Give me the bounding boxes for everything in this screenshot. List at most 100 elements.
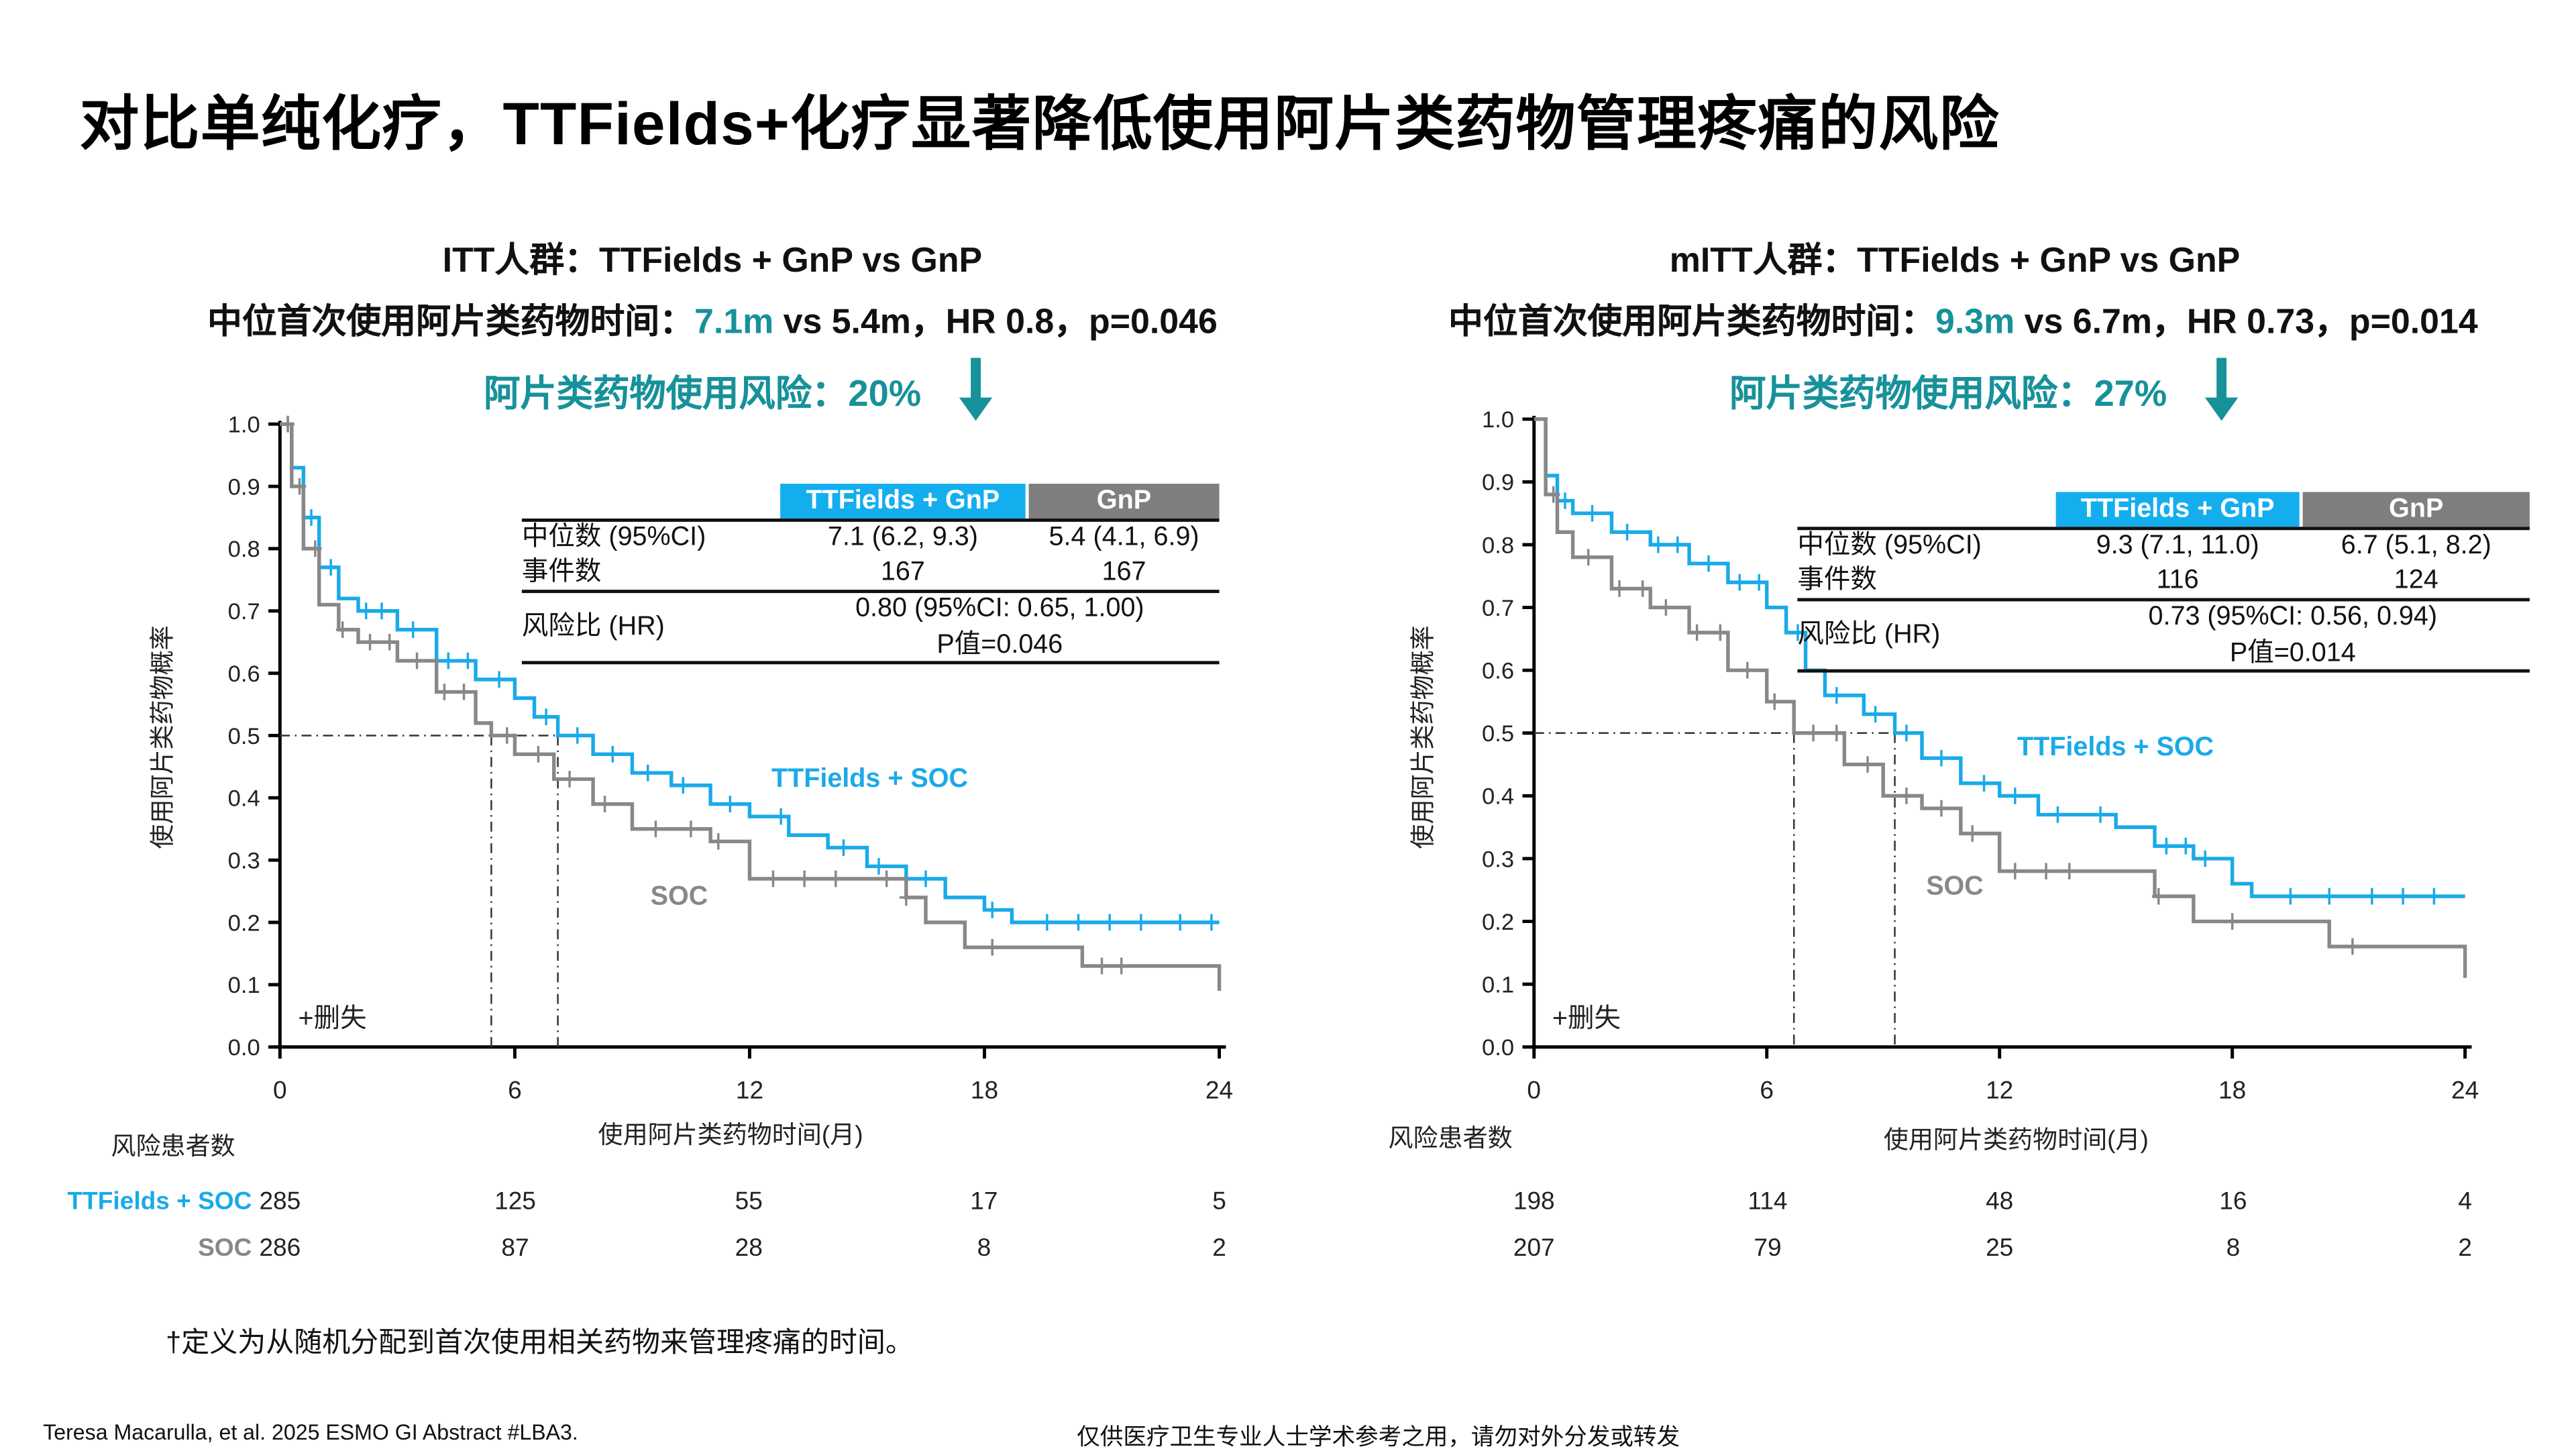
y-tick-label: 0.8	[1482, 533, 1514, 558]
row-label-median: 中位数 (95%CI)	[521, 523, 706, 552]
risk-count: 125	[494, 1187, 536, 1216]
censored-legend: +删失	[1552, 1004, 1621, 1033]
right-risk-reduction: 阿片类药物使用风险：27%	[1729, 372, 2167, 415]
censor-mark	[837, 839, 851, 856]
censor-mark	[1900, 724, 1913, 742]
censor-mark	[1134, 914, 1148, 931]
x-tick-label: 0	[273, 1075, 287, 1104]
p-value: P值=0.014	[2229, 639, 2356, 668]
col-header-ttfields: TTFields + GnP	[2055, 492, 2300, 527]
y-tick-label: 0.3	[1482, 847, 1514, 872]
left-stats-table: TTFields + GnP GnP 中位数 (95%CI) 7.1 (6.2,…	[521, 484, 1220, 669]
censor-mark	[1558, 492, 1572, 509]
censor-mark	[382, 633, 396, 651]
censor-mark	[2346, 938, 2359, 955]
hr-value: 0.73 (95%CI: 0.56, 0.94)	[2148, 602, 2438, 631]
censor-mark	[2008, 788, 2022, 804]
median-highlight: 7.1m	[694, 303, 774, 341]
table-divider	[1797, 598, 2530, 601]
risk-count: 16	[2219, 1187, 2247, 1216]
table-divider	[521, 661, 1220, 664]
risk-count: 87	[501, 1234, 529, 1262]
y-tick-label: 0.3	[228, 849, 260, 874]
censor-mark	[1791, 624, 1805, 641]
km-curve-ttfields-soc	[1534, 417, 2465, 898]
y-tick-label: 0.9	[228, 474, 260, 500]
censor-mark	[281, 415, 294, 433]
censor-mark	[305, 509, 318, 526]
censor-mark	[2365, 887, 2379, 905]
censor-mark	[711, 832, 725, 850]
col-header-gnp: GnP	[2302, 492, 2530, 527]
censor-mark	[1829, 724, 1843, 742]
y-tick-label: 0.7	[1482, 596, 1514, 621]
y-tick-label: 0.4	[1482, 784, 1514, 810]
censor-mark	[308, 540, 322, 557]
censor-mark	[1829, 687, 1843, 704]
censor-mark	[1103, 914, 1117, 931]
censor-mark	[1713, 624, 1727, 641]
censor-mark	[1935, 749, 1948, 767]
censor-mark	[1861, 756, 1874, 773]
censor-mark	[1620, 523, 1634, 541]
risk-count: 48	[1986, 1187, 2014, 1216]
x-axis-label: 使用阿片类药物时间(月)	[1884, 1125, 2149, 1153]
median-prefix: 中位首次使用阿片类药物时间：	[207, 303, 694, 341]
left-risk-reduction: 阿片类药物使用风险：20%	[484, 372, 922, 415]
right-population-heading: mITT人群：TTFields + GnP vs GnP	[1669, 241, 2241, 280]
censor-mark	[1670, 536, 1684, 553]
censor-mark	[492, 671, 506, 688]
median-ttfields: 9.3 (7.1, 11.0)	[2096, 531, 2259, 560]
risk-count: 8	[2226, 1234, 2241, 1262]
risk-count: 207	[1513, 1234, 1555, 1262]
median-rest: vs 6.7m，HR 0.73，p=0.014	[2015, 303, 2478, 341]
y-tick-label: 1.0	[1482, 407, 1514, 433]
censor-mark	[2159, 837, 2174, 855]
median-gnp: 6.7 (5.1, 8.2)	[2341, 531, 2491, 560]
censor-mark	[539, 708, 553, 725]
curve-label: TTFields + SOC	[771, 763, 968, 793]
censor-mark	[437, 684, 451, 700]
censor-mark	[1651, 536, 1665, 553]
median-ttfields: 7.1 (6.2, 9.3)	[827, 523, 978, 552]
risk-table-title: 风险患者数	[1388, 1124, 1513, 1153]
y-tick-label: 0.9	[1482, 470, 1514, 496]
x-tick-label: 18	[2218, 1075, 2246, 1104]
censor-mark	[899, 889, 913, 906]
censor-mark	[1659, 599, 1673, 616]
censor-mark	[1114, 957, 1128, 975]
censor-mark	[676, 777, 690, 794]
censor-mark	[1095, 957, 1109, 975]
row-label-hr: 风险比 (HR)	[1797, 621, 1941, 650]
censor-mark	[1173, 914, 1187, 931]
risk-count: 4	[2458, 1187, 2472, 1216]
y-tick-label: 0.0	[1482, 1035, 1514, 1061]
y-tick-label: 0.0	[228, 1035, 260, 1061]
censor-mark	[363, 633, 377, 651]
left-median-heading: 中位首次使用阿片类药物时间：7.1m vs 5.4m，HR 0.8，p=0.04…	[99, 295, 1325, 345]
right-stats-table: TTFields + GnP GnP 中位数 (95%CI) 9.3 (7.1,…	[1797, 492, 2530, 678]
censor-mark	[1613, 580, 1626, 597]
events-ttfields: 116	[2156, 566, 2199, 595]
censor-mark	[1768, 693, 1782, 710]
down-arrow-icon	[959, 358, 993, 421]
censor-mark	[1807, 724, 1820, 742]
censor-mark	[375, 602, 388, 620]
censor-mark	[1546, 486, 1560, 503]
censor-mark	[1581, 549, 1595, 566]
footnote: †定义为从随机分配到首次使用相关药物来管理疼痛的时间。	[165, 1327, 914, 1358]
events-ttfields: 167	[880, 558, 925, 587]
risk-count: 8	[977, 1234, 991, 1262]
x-tick-label: 6	[1760, 1075, 1774, 1104]
p-value: P值=0.046	[936, 631, 1063, 659]
censor-mark	[2051, 806, 2065, 823]
x-tick-label: 0	[1527, 1075, 1541, 1104]
censor-mark	[410, 652, 424, 669]
events-gnp: 167	[1102, 558, 1146, 587]
censor-mark	[1900, 788, 1913, 804]
y-tick-label: 0.4	[228, 786, 260, 812]
censor-mark	[919, 870, 932, 887]
censor-mark	[457, 684, 471, 700]
censored-legend: +删失	[299, 1004, 367, 1033]
censor-mark	[985, 902, 1000, 918]
